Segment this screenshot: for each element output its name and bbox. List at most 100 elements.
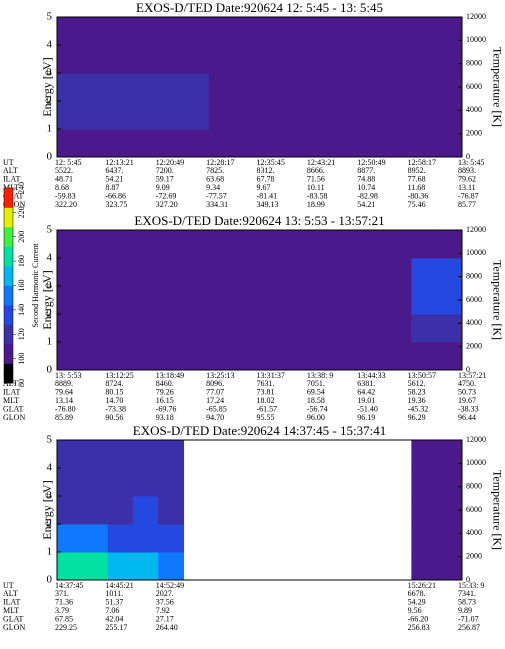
heatmap-cell bbox=[57, 496, 83, 525]
heatmap-cell bbox=[259, 129, 311, 158]
y-tick-label: 2 bbox=[47, 518, 53, 530]
table-cell: 4750. bbox=[458, 379, 476, 388]
table-cell: 2027. bbox=[156, 589, 174, 598]
row-label: MLT bbox=[3, 606, 19, 615]
table-cell: -38.33 bbox=[458, 404, 479, 413]
table-cell: 27.17 bbox=[156, 614, 174, 623]
table-cell: 48.71 bbox=[55, 175, 73, 184]
table-cell: 54.21 bbox=[357, 200, 375, 209]
table-cell: 349.13 bbox=[256, 200, 278, 209]
table-cell: 13: 5:53 bbox=[55, 371, 81, 380]
y2-tick-label: 2000 bbox=[466, 551, 482, 560]
heatmap-cell bbox=[360, 258, 412, 287]
heatmap-cell bbox=[411, 524, 438, 553]
table-cell: -56.74 bbox=[307, 404, 328, 413]
table-cell: 8893. bbox=[458, 166, 476, 175]
heatmap-cell bbox=[436, 468, 463, 497]
table-cell: 9.67 bbox=[256, 183, 270, 192]
table-cell: 77.07 bbox=[206, 388, 224, 397]
table-cell: 18.58 bbox=[307, 396, 325, 405]
y2-tick-label: 12000 bbox=[466, 12, 486, 21]
table-cell: 9.34 bbox=[206, 183, 220, 192]
table-cell: 12:28:17 bbox=[206, 158, 234, 167]
heatmap-cell bbox=[57, 468, 83, 497]
heatmap-cell bbox=[208, 45, 260, 74]
heatmap-cell bbox=[310, 73, 362, 102]
table-cell: 90.56 bbox=[105, 413, 123, 422]
table-cell: -76.87 bbox=[458, 191, 479, 200]
table-cell: -61.57 bbox=[256, 404, 277, 413]
heatmap-cell bbox=[411, 129, 463, 158]
heatmap-cell bbox=[259, 73, 311, 102]
table-cell: 13: 5:45 bbox=[458, 158, 484, 167]
colorbar-tick-label: 120 bbox=[17, 328, 26, 340]
table-cell: 8312. bbox=[256, 166, 274, 175]
y2-tick-label: 10000 bbox=[466, 35, 486, 44]
heatmap-cell bbox=[107, 17, 159, 46]
table-cell: -71.07 bbox=[458, 614, 479, 623]
table-cell: -83.58 bbox=[307, 191, 328, 200]
heatmap-cell bbox=[158, 440, 185, 469]
heatmap-cell bbox=[107, 45, 159, 74]
row-label: ILAT bbox=[3, 388, 20, 397]
colorbar-swatch bbox=[4, 207, 13, 228]
heatmap-cell bbox=[132, 496, 159, 525]
heatmap-cell bbox=[411, 314, 463, 343]
table-cell: -76.80 bbox=[55, 404, 76, 413]
row-label: ALT bbox=[3, 589, 18, 598]
y2-tick-label: 0 bbox=[466, 575, 470, 584]
heatmap-cell bbox=[360, 45, 412, 74]
colorbar-swatch bbox=[4, 305, 13, 325]
table-cell: 13:18:49 bbox=[156, 371, 184, 380]
y-tick-label: 2 bbox=[47, 95, 53, 107]
y-tick-label: 2 bbox=[47, 308, 53, 320]
heatmap-cell bbox=[82, 440, 109, 469]
table-cell: 74.88 bbox=[357, 175, 375, 184]
heatmap-cell bbox=[411, 286, 463, 315]
table-cell: 79.62 bbox=[458, 175, 476, 184]
heatmap-cell bbox=[208, 342, 260, 371]
y2-tick-label: 12000 bbox=[466, 225, 486, 234]
table-cell: 13.14 bbox=[55, 396, 73, 405]
colorbar-swatch bbox=[4, 227, 13, 247]
heatmap-cell bbox=[158, 17, 210, 46]
heatmap-cell bbox=[411, 552, 438, 581]
table-cell: 12: 5:45 bbox=[55, 158, 81, 167]
y-tick-label: 4 bbox=[47, 462, 53, 474]
heatmap-cell bbox=[208, 286, 260, 315]
table-cell: 13:25:13 bbox=[206, 371, 234, 380]
table-cell: 79.26 bbox=[156, 388, 174, 397]
heatmap-cell bbox=[57, 45, 109, 74]
colorbar-swatch bbox=[4, 324, 13, 345]
heatmap-cell bbox=[436, 524, 463, 553]
heatmap-cell bbox=[158, 496, 185, 525]
table-cell: 11.68 bbox=[408, 183, 426, 192]
heatmap-cell bbox=[107, 73, 159, 102]
heatmap-cell bbox=[310, 45, 362, 74]
table-cell: 256.87 bbox=[458, 623, 480, 632]
table-cell: 96.19 bbox=[357, 413, 375, 422]
table-cell: 19.67 bbox=[458, 396, 476, 405]
heatmap-cell bbox=[107, 440, 134, 469]
row-label: GLON bbox=[3, 623, 25, 632]
table-cell: 14:52:49 bbox=[156, 581, 184, 590]
heatmap-cell bbox=[360, 101, 412, 130]
heatmap-cell bbox=[158, 45, 210, 74]
table-cell: 54.29 bbox=[408, 598, 426, 607]
table-cell: 67.78 bbox=[256, 175, 274, 184]
table-cell: 94.70 bbox=[206, 413, 224, 422]
table-cell: 96.44 bbox=[458, 413, 476, 422]
table-cell: 96.29 bbox=[408, 413, 426, 422]
table-cell: 19.36 bbox=[408, 396, 426, 405]
heatmap-cell bbox=[158, 468, 185, 497]
heatmap-cell bbox=[57, 286, 109, 315]
table-cell: 64.42 bbox=[357, 388, 375, 397]
y-axis-label: Energy [eV] bbox=[40, 57, 54, 116]
table-cell: -66.86 bbox=[105, 191, 126, 200]
table-cell: 96.00 bbox=[307, 413, 325, 422]
heatmap-cell bbox=[82, 468, 109, 497]
y-tick-label: 0 bbox=[47, 151, 53, 163]
table-cell: 95.55 bbox=[256, 413, 274, 422]
heatmap-cell bbox=[107, 524, 134, 553]
table-cell: 14:45:21 bbox=[105, 581, 133, 590]
